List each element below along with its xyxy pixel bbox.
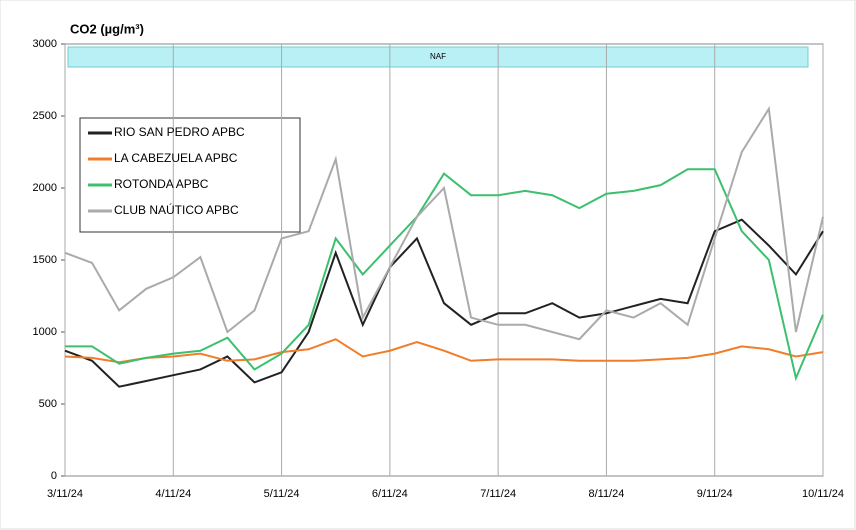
y-tick-label: 1500 [33, 254, 57, 266]
series-line [64, 105, 824, 341]
y-tick-label: 3000 [33, 38, 57, 50]
x-tick-label: 5/11/24 [264, 488, 300, 500]
annotation: NAF [430, 52, 446, 61]
plot-area [64, 43, 824, 477]
y-tick-label: 2500 [33, 110, 57, 122]
y-tick-label: 2000 [33, 182, 57, 194]
y-tick-label: 1000 [33, 326, 57, 338]
x-tick-label: 4/11/24 [155, 488, 191, 500]
x-tick-label: 8/11/24 [588, 488, 624, 500]
x-tick-label: 9/11/24 [697, 488, 733, 500]
legend-label: CLUB NAÚTICO APBC [114, 202, 239, 217]
legend-label: LA CABEZUELA APBC [114, 151, 238, 165]
x-tick-label: 6/11/24 [372, 488, 408, 500]
legend [79, 117, 301, 233]
y-tick-label: 500 [39, 398, 57, 410]
annotation-band [67, 46, 809, 68]
legend-label: ROTONDA APBC [114, 177, 209, 191]
series-line [65, 168, 824, 382]
x-tick-label: 7/11/24 [480, 488, 516, 500]
series-line [64, 218, 824, 388]
y-tick-label: 0 [51, 470, 57, 482]
chart-title: CO2 (µg/m³) [70, 21, 144, 36]
x-tick-label: 10/11/24 [802, 488, 844, 500]
x-tick-label: 3/11/24 [47, 488, 83, 500]
legend-label: RIO SAN PEDRO APBC [114, 125, 245, 139]
series-line [64, 338, 824, 364]
